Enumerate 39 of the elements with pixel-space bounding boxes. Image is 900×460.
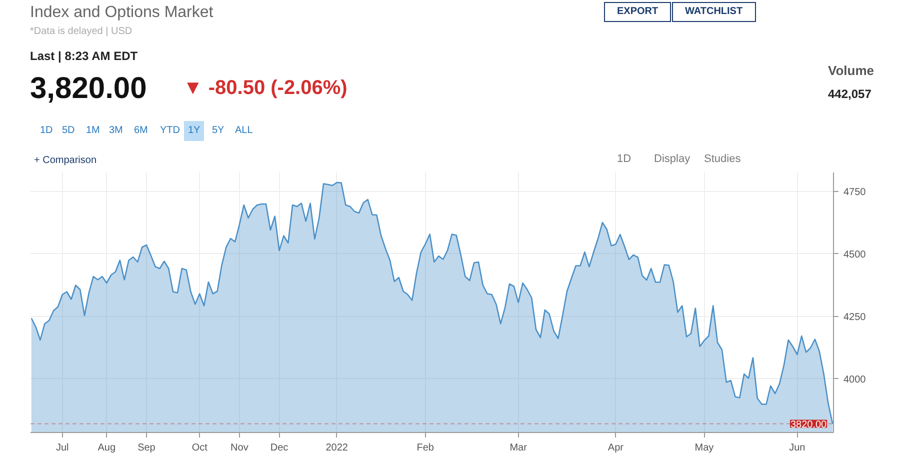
y-tick-label: 4500 <box>844 249 866 260</box>
text: 1Y <box>184 121 204 142</box>
x-tick-label: Nov <box>230 442 248 454</box>
text: + Comparison <box>34 154 97 168</box>
text: ALL <box>234 124 254 138</box>
text: 3,820.00 <box>30 71 147 107</box>
text: Display <box>654 152 690 167</box>
text: YTD <box>159 124 181 138</box>
text: Volume <box>828 62 874 80</box>
y-tick-label: 4750 <box>844 186 866 198</box>
y-tick-label: 4000 <box>844 374 866 386</box>
text: ▼ -80.50 (-2.06%) <box>183 76 348 101</box>
chart-title: Index and Options Market <box>30 3 214 23</box>
chart-subtitle: *Data is delayed | USD <box>30 25 132 39</box>
text: 5Y <box>211 124 226 138</box>
x-tick-label: May <box>694 442 714 454</box>
x-tick-label: 2022 <box>326 442 348 454</box>
x-tick-label: Jun <box>789 442 806 454</box>
text: 1D <box>617 152 632 167</box>
x-tick-label: Oct <box>192 442 208 454</box>
y-tick-label: 4250 <box>844 312 866 323</box>
x-tick-label: Dec <box>270 442 288 454</box>
text: 3M <box>108 124 124 138</box>
text: EXPORT <box>604 2 672 22</box>
x-tick-label: Feb <box>416 442 434 454</box>
x-tick-label: Mar <box>510 442 528 454</box>
x-tick-label: Aug <box>98 442 116 454</box>
x-tick-label: Sep <box>138 442 156 454</box>
text: Last | 8:23 AM EDT <box>30 48 138 65</box>
text: WATCHLIST <box>672 2 756 22</box>
text: 1M <box>85 124 101 138</box>
text: 6M <box>133 124 149 138</box>
ref-line-label: 3820.00 <box>790 419 828 430</box>
text: 442,057 <box>828 86 872 103</box>
x-tick-label: Apr <box>608 442 624 454</box>
text: 1D <box>39 124 54 138</box>
text: Studies <box>704 152 741 167</box>
x-tick-label: Jul <box>56 442 69 454</box>
text: 5D <box>61 124 76 138</box>
